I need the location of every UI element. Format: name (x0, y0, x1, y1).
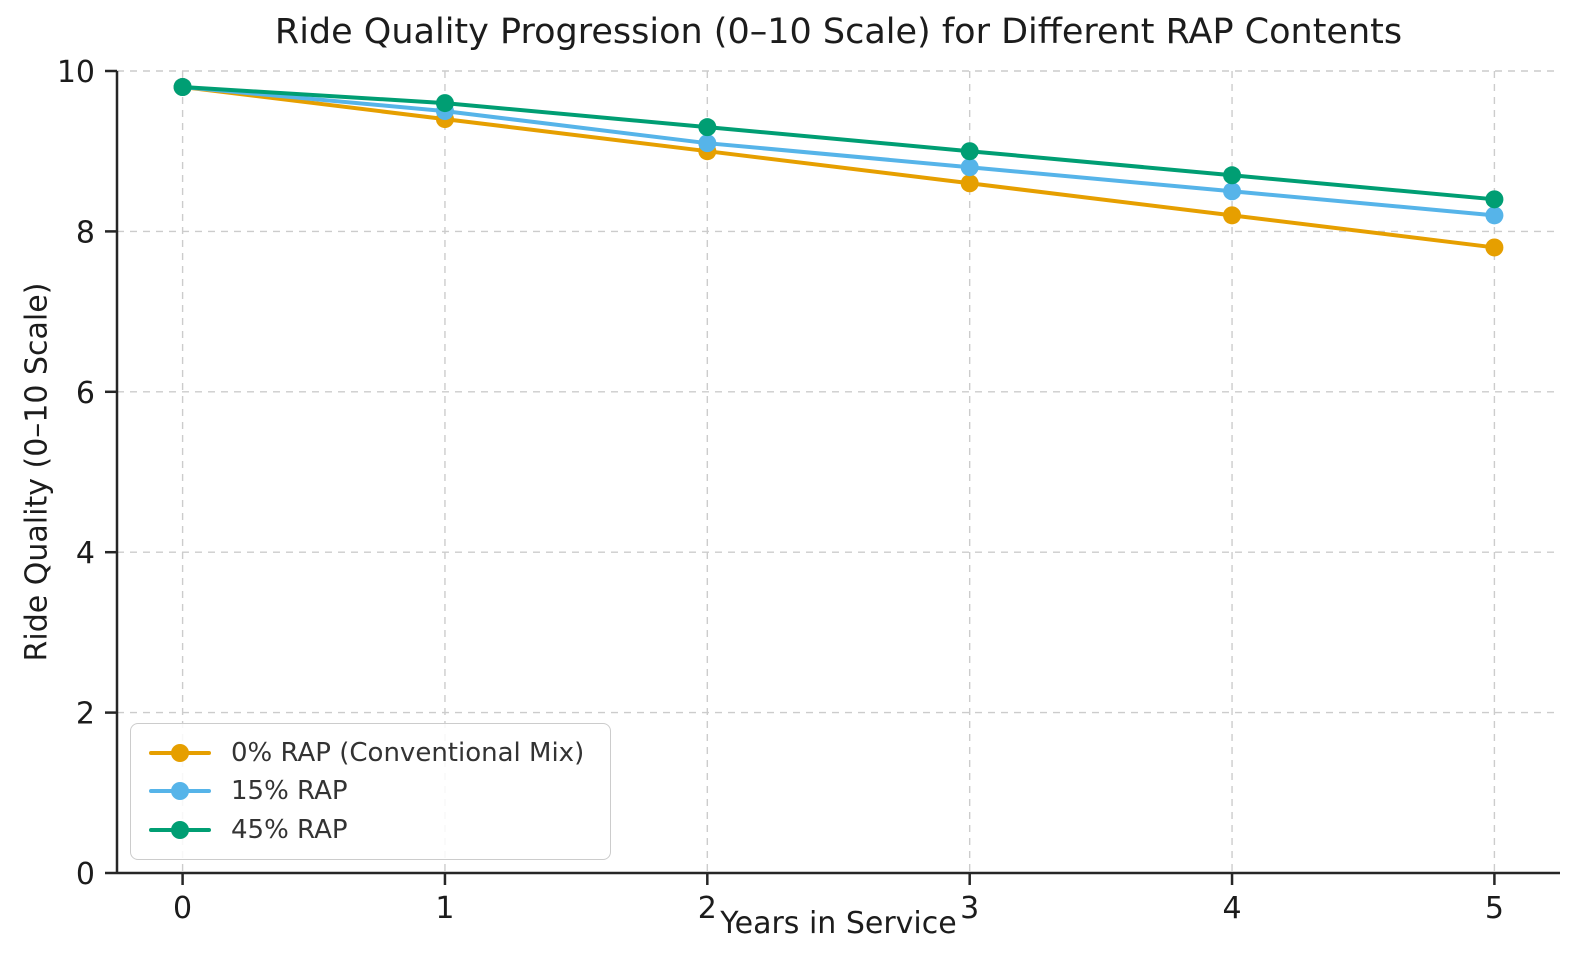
x-tick-label: 5 (1485, 891, 1504, 926)
legend: 0% RAP (Conventional Mix) 15% RAP 45% RAP (130, 723, 612, 860)
data-point-marker (435, 94, 454, 113)
x-tick-label: 1 (435, 891, 454, 926)
legend-label: 0% RAP (Conventional Mix) (231, 738, 585, 769)
data-point-marker (1485, 190, 1504, 209)
y-tick-label: 4 (76, 536, 95, 571)
series-line (180, 85, 1497, 218)
legend-label: 45% RAP (231, 814, 348, 845)
x-tick-label: 3 (960, 891, 979, 926)
y-tick-label: 2 (76, 697, 95, 732)
data-point-marker (960, 174, 979, 193)
legend-item: 15% RAP (149, 772, 584, 810)
legend-line-marker-swatch (149, 744, 211, 763)
x-axis-label: Years in Service (720, 906, 957, 941)
series-line (180, 85, 1497, 250)
legend-marker (171, 820, 189, 839)
data-point-marker (960, 158, 979, 177)
legend-item: 0% RAP (Conventional Mix) (149, 734, 584, 772)
data-point-marker (1485, 238, 1504, 257)
y-tick-label: 8 (76, 215, 95, 250)
legend-marker (171, 782, 189, 801)
series-line (180, 85, 1497, 202)
data-point-marker (698, 118, 717, 137)
x-tick-label: 4 (1222, 891, 1241, 926)
data-point-marker (698, 134, 717, 153)
y-tick-label: 10 (57, 55, 95, 90)
data-point-marker (1485, 206, 1504, 225)
data-point-marker (173, 78, 192, 97)
chart-title: Ride Quality Progression (0–10 Scale) fo… (274, 12, 1403, 52)
legend-line-marker-swatch (149, 820, 211, 839)
x-tick-label: 0 (173, 891, 192, 926)
y-tick-label: 0 (76, 857, 95, 892)
legend-item: 45% RAP (149, 811, 584, 849)
data-point-marker (1223, 182, 1242, 201)
legend-marker (171, 744, 189, 763)
data-point-marker (960, 142, 979, 161)
x-tick-label: 2 (698, 891, 717, 926)
data-point-marker (1223, 206, 1242, 225)
y-tick-label: 6 (76, 376, 95, 411)
legend-label: 15% RAP (231, 776, 348, 807)
data-point-marker (1223, 166, 1242, 185)
legend-line-marker-swatch (149, 782, 211, 801)
